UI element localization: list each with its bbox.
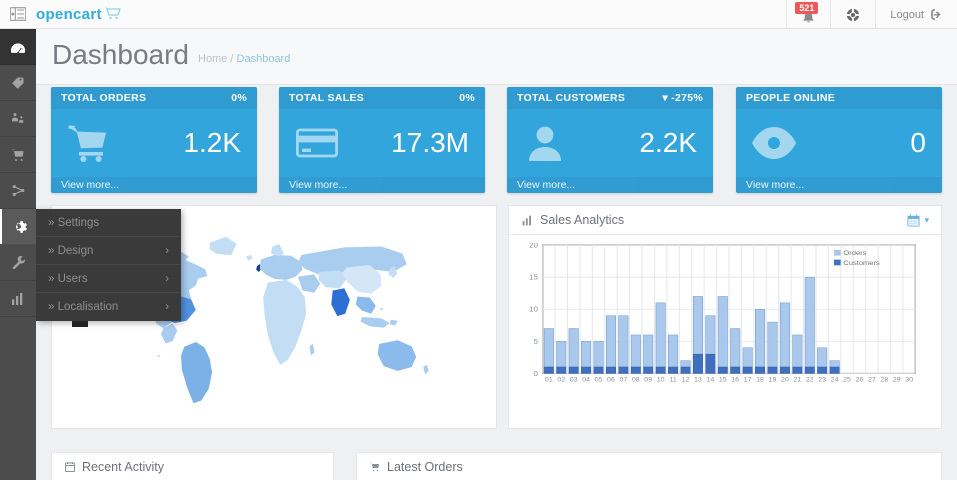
svg-text:06: 06 — [607, 377, 615, 383]
svg-text:18: 18 — [756, 377, 764, 383]
svg-text:15: 15 — [529, 273, 538, 281]
svg-text:24: 24 — [831, 377, 839, 383]
svg-text:17: 17 — [744, 377, 752, 383]
svg-text:11: 11 — [669, 377, 677, 383]
svg-text:05: 05 — [595, 377, 603, 383]
svg-text:19: 19 — [769, 377, 777, 383]
svg-text:25: 25 — [843, 377, 851, 383]
svg-text:16: 16 — [731, 377, 739, 383]
svg-text:Orders: Orders — [843, 251, 866, 257]
svg-text:10: 10 — [657, 377, 665, 383]
svg-text:07: 07 — [619, 377, 627, 383]
svg-text:10: 10 — [529, 305, 538, 313]
svg-text:03: 03 — [570, 377, 578, 383]
svg-text:30: 30 — [905, 377, 913, 383]
svg-text:02: 02 — [557, 377, 565, 383]
svg-text:20: 20 — [781, 377, 789, 383]
svg-text:08: 08 — [632, 377, 640, 383]
svg-text:26: 26 — [856, 377, 864, 383]
svg-text:Customers: Customers — [843, 260, 880, 266]
svg-text:01: 01 — [545, 377, 553, 383]
svg-text:27: 27 — [868, 377, 876, 383]
svg-text:20: 20 — [529, 243, 538, 249]
svg-text:15: 15 — [719, 377, 727, 383]
svg-text:5: 5 — [533, 337, 537, 345]
svg-text:14: 14 — [706, 377, 714, 383]
svg-text:23: 23 — [818, 377, 826, 383]
svg-text:22: 22 — [806, 377, 814, 383]
svg-text:21: 21 — [793, 377, 801, 383]
svg-text:13: 13 — [694, 377, 702, 383]
svg-text:04: 04 — [582, 377, 590, 383]
svg-text:29: 29 — [893, 377, 901, 383]
svg-text:12: 12 — [682, 377, 690, 383]
svg-text:28: 28 — [880, 377, 888, 383]
svg-text:09: 09 — [644, 377, 652, 383]
svg-text:0: 0 — [533, 369, 537, 377]
